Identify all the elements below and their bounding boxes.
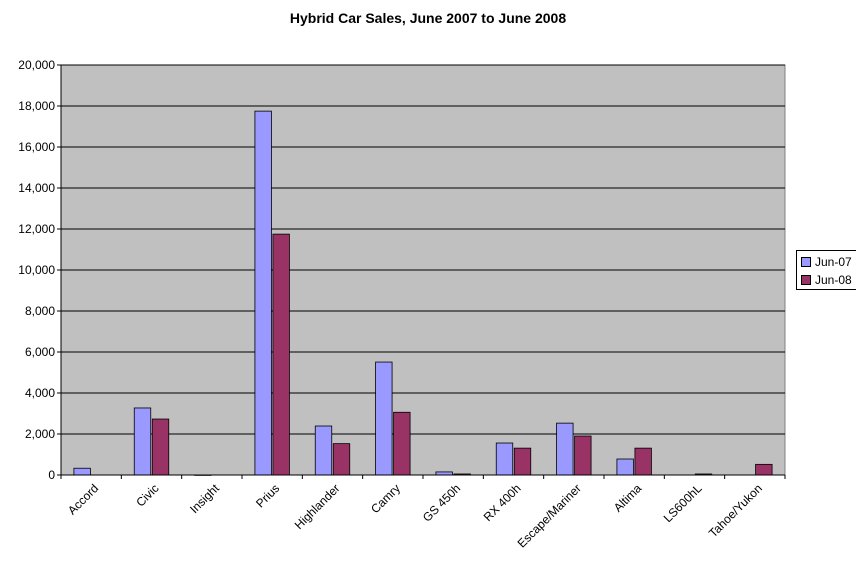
y-tick-label: 6,000: [25, 345, 55, 359]
y-tick-label: 10,000: [18, 263, 55, 277]
y-tick-label: 8,000: [25, 304, 55, 318]
bar-2: [513, 447, 532, 476]
bar-2: [272, 233, 290, 476]
legend-item-series-1: Jun-07: [801, 255, 852, 269]
bar-1: [254, 110, 272, 476]
chart-title: Hybrid Car Sales, June 2007 to June 2008: [289, 10, 567, 26]
bar-2: [574, 435, 592, 476]
x-tick-label: Tahoe/Yukon: [706, 481, 765, 540]
bar-1: [73, 467, 91, 476]
y-tick-label: 18,000: [18, 99, 55, 113]
bars: [73, 110, 773, 476]
x-tick-label: Highlander: [292, 481, 343, 532]
x-tick-label: Prius: [253, 481, 282, 510]
legend-swatch: [801, 256, 811, 267]
x-tick-labels: Accord Civic Insight Prius Highlander Camry GS…: [65, 481, 765, 551]
x-tick-label: Insight: [187, 481, 222, 516]
legend-label: Jun-07: [815, 255, 852, 269]
bar-2: [332, 443, 351, 476]
x-tick-label: RX 400h: [481, 481, 524, 524]
bar-2: [634, 447, 652, 476]
bar-2: [393, 411, 411, 476]
y-tick-label: 0: [48, 468, 55, 482]
legend: Jun-07 Jun-08: [796, 250, 856, 290]
y-tick-label: 14,000: [18, 181, 55, 195]
x-tick-label: Escape/Mariner: [515, 481, 584, 550]
y-tick-label: 4,000: [25, 386, 55, 400]
bar-2: [755, 463, 773, 476]
axes: [57, 64, 786, 479]
bar-1: [375, 361, 393, 476]
gridlines: [61, 64, 785, 435]
y-tick-label: 12,000: [18, 222, 55, 236]
bar-1: [616, 458, 634, 476]
bar-1: [556, 422, 574, 476]
y-tick-label: 20,000: [18, 58, 55, 72]
legend-label: Jun-08: [815, 273, 852, 287]
bar-1: [133, 407, 152, 476]
legend-swatch: [801, 274, 811, 285]
y-tick-label: 16,000: [18, 140, 55, 154]
x-tick-label: Civic: [133, 481, 161, 509]
x-tick-label: Camry: [368, 481, 403, 516]
x-tick-label: LS600hL: [661, 481, 705, 525]
y-tick-label: 2,000: [25, 427, 55, 441]
x-tick-label: Altima: [611, 481, 645, 515]
y-tick-labels: 0 2,000 4,000 6,000 8,000 10,000 12,000 14,000 1…: [18, 58, 55, 482]
x-tick-label: Accord: [65, 481, 101, 517]
x-tick-label: GS 450h: [420, 481, 463, 524]
bar-1: [495, 442, 514, 476]
bar-1: [314, 425, 333, 476]
bar-2: [151, 418, 170, 476]
legend-item-series-2: Jun-08: [801, 273, 852, 287]
